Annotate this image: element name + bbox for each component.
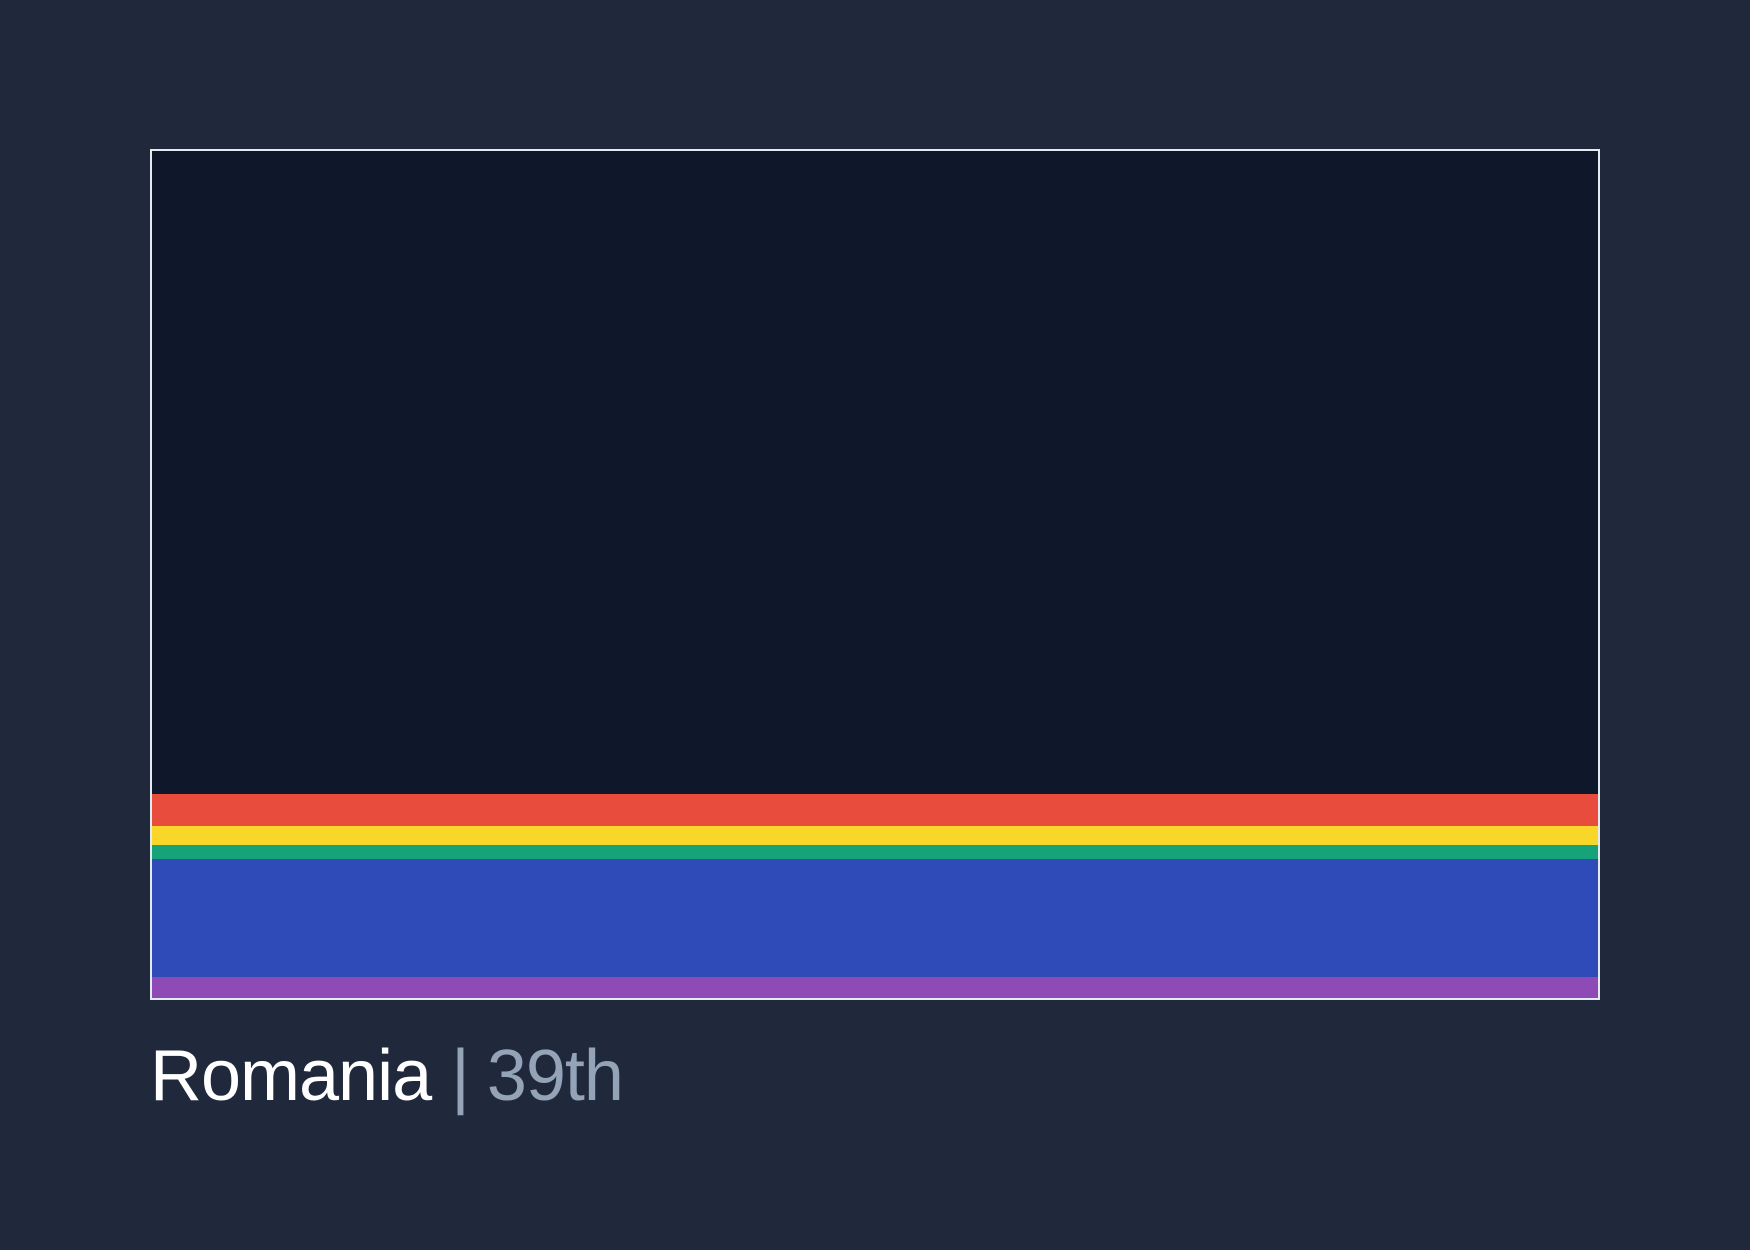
stripe-green [152, 845, 1598, 859]
country-name: Romania [150, 1036, 432, 1116]
stripe-blue [152, 859, 1598, 977]
stripe-red [152, 794, 1598, 826]
caption: Romania | 39th [150, 1036, 624, 1116]
stripe-purple [152, 977, 1598, 998]
caption-separator: | [451, 1036, 470, 1116]
color-stripes [152, 794, 1598, 998]
stripe-yellow [152, 826, 1598, 845]
image-panel [150, 149, 1600, 1000]
rank-label: 39th [486, 1036, 624, 1116]
